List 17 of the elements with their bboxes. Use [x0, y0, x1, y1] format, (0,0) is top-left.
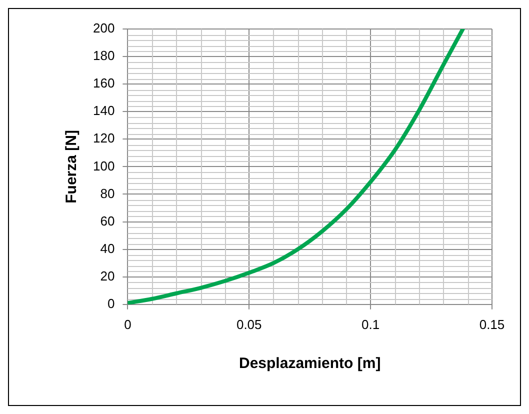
y-tick-label: 160: [92, 76, 115, 91]
x-tick-label: 0: [124, 316, 132, 332]
y-tick-label: 40: [100, 240, 115, 256]
y-axis-title: Fuerza [N]: [63, 130, 80, 204]
y-tick-label: 60: [100, 213, 115, 228]
y-tick-label: 100: [92, 158, 115, 174]
x-tick-label: 0.1: [362, 316, 380, 332]
y-tick-label: 140: [92, 103, 115, 118]
x-axis-title: Desplazamiento [m]: [238, 355, 381, 372]
y-tick-label: 180: [92, 48, 115, 64]
y-tick-label: 200: [92, 20, 115, 36]
y-tick-label: 20: [100, 268, 115, 284]
x-tick-label: 0.05: [236, 316, 262, 332]
y-tick-label: 80: [100, 186, 115, 201]
x-tick-label: 0.15: [479, 316, 505, 332]
y-tick-label: 0: [107, 296, 115, 311]
y-tick-label: 120: [92, 130, 115, 146]
